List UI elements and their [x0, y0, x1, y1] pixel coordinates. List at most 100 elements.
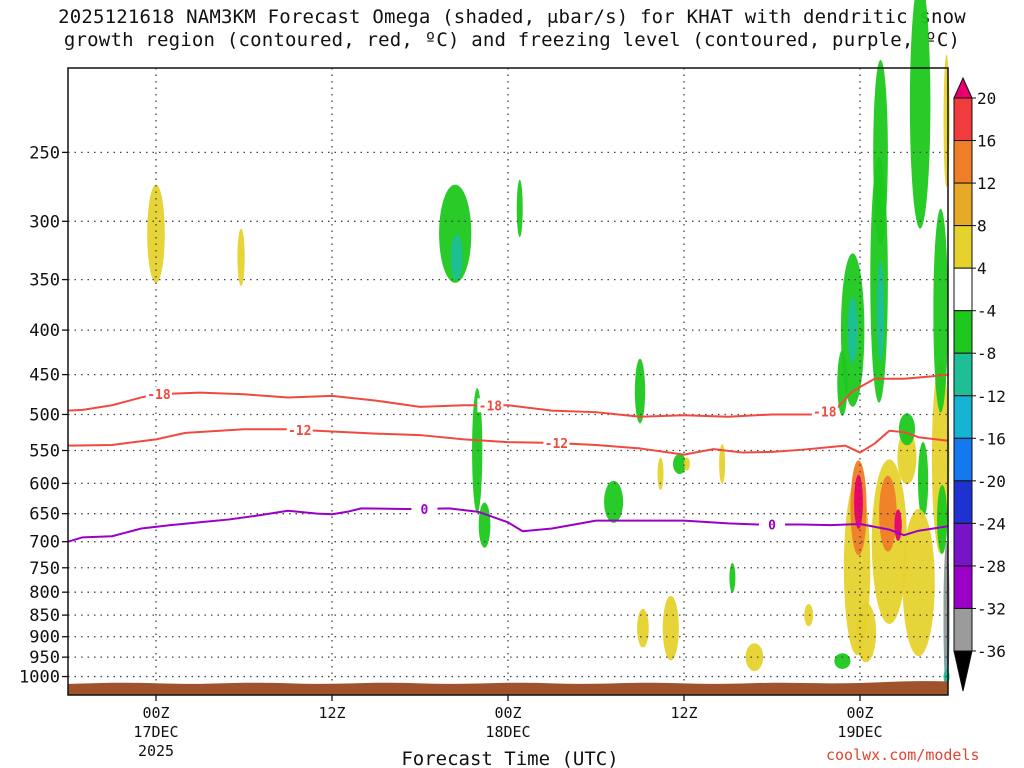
- y-tick-label: 700: [29, 533, 60, 553]
- x-tick-label: 00Z: [142, 704, 169, 722]
- omega-cell: [478, 502, 491, 548]
- contour-label-bg: [286, 422, 313, 437]
- y-tick-label: 250: [29, 143, 60, 163]
- y-tick-label: 400: [29, 321, 60, 341]
- contour-label: -12: [288, 424, 311, 439]
- contour-label: -18: [479, 399, 503, 414]
- colorbar-label: -28: [977, 557, 1006, 576]
- colorbar-label: -4: [977, 302, 996, 321]
- colorbar-segment: [953, 310, 973, 354]
- colorbar-label: 12: [977, 174, 996, 193]
- x-tick-date: 17DEC: [133, 723, 178, 741]
- colorbar-label: 4: [977, 259, 987, 278]
- omega-cell: [719, 444, 726, 484]
- contour-layer: -18 -18 -18 -12 -12 0 0: [67, 373, 949, 543]
- x-tick-label: 00Z: [494, 704, 521, 722]
- omega-cell: [637, 608, 649, 648]
- colorbar-segment: [953, 182, 973, 227]
- contour-label-bg: [759, 517, 785, 532]
- y-tick-label: 1000: [19, 668, 60, 688]
- chart-title-line2: growth region (contoured, red, ºC) and f…: [63, 29, 961, 51]
- y-tick-label: 800: [29, 583, 60, 603]
- colorbar-arrow-top: [953, 76, 973, 99]
- contour-label: -18: [147, 388, 171, 403]
- omega-cell: [472, 388, 483, 513]
- colorbar-label: 8: [977, 217, 987, 236]
- contour-line--12: [67, 428, 949, 456]
- colorbar-segment: [953, 522, 973, 567]
- colorbar-segment: [953, 225, 973, 269]
- y-tick-label: 350: [29, 271, 60, 291]
- omega-cell: [745, 643, 764, 672]
- colorbar-label: 20: [977, 89, 996, 108]
- omega-cell: [657, 457, 664, 490]
- axes-layer: 2503003504004505005506006507007508008509…: [19, 67, 949, 760]
- colorbar-segment: [953, 395, 973, 439]
- colorbar-segment: [953, 607, 973, 652]
- colorbar-segment: [953, 480, 973, 524]
- x-tick-label: 00Z: [846, 704, 873, 722]
- omega-cell: [898, 413, 916, 446]
- contour-label: -12: [545, 437, 568, 452]
- x-tick-label: 12Z: [318, 704, 345, 722]
- omega-cell: [933, 208, 949, 413]
- omega-cell: [439, 184, 472, 283]
- omega-cell: [729, 562, 736, 593]
- x-tick-date: 19DEC: [837, 723, 882, 741]
- omega-cell: [634, 358, 646, 424]
- contour-label-bg: [477, 398, 504, 413]
- omega-cell: [237, 228, 245, 287]
- colorbar: 20 16 12 8 4 -4 -8 -12 -16 -20 -24 -28 -32 -36: [953, 76, 1006, 692]
- y-tick-label: 750: [29, 559, 60, 579]
- y-tick-label: 550: [29, 442, 60, 462]
- omega-cell: [854, 474, 863, 529]
- contour-label-bg: [543, 436, 570, 451]
- ground-layer: [68, 681, 948, 695]
- omega-cell: [673, 454, 687, 474]
- contour-label-bg: [811, 404, 838, 419]
- colorbar-label: -20: [977, 472, 1006, 491]
- omega-cell: [855, 602, 877, 663]
- colorbar-segment: [953, 565, 973, 609]
- watermark: coolwx.com/models: [826, 746, 980, 764]
- omega-cell: [897, 430, 917, 485]
- colorbar-segment: [953, 437, 973, 482]
- omega-cell: [516, 179, 523, 238]
- x-axis-label: Forecast Time (UTC): [401, 748, 618, 768]
- contour-line-0: [67, 507, 949, 543]
- y-tick-label: 450: [29, 366, 60, 386]
- omega-cell: [662, 595, 679, 661]
- y-tick-label: 850: [29, 606, 60, 626]
- colorbar-segment: [953, 97, 973, 142]
- omega-cell: [804, 603, 814, 627]
- chart-title-line1: 2025121618 NAM3KM Forecast Omega (shaded…: [58, 6, 966, 28]
- colorbar-label: 16: [977, 132, 996, 151]
- contour-label: -18: [813, 405, 837, 420]
- contour-label-bg: [411, 501, 438, 516]
- colorbar-label: -8: [977, 344, 996, 363]
- x-tick-date: 18DEC: [485, 723, 530, 741]
- contour-label: 0: [420, 503, 428, 518]
- y-tick-label: 950: [29, 648, 60, 668]
- y-tick-label: 650: [29, 505, 60, 525]
- y-tick-label: 900: [29, 628, 60, 648]
- colorbar-label: -36: [977, 642, 1006, 661]
- omega-cell: [683, 457, 690, 471]
- colorbar-label: -12: [977, 387, 1006, 406]
- grid-layer: [68, 68, 948, 695]
- omega-cell: [847, 296, 858, 364]
- ground-surface: [68, 681, 948, 695]
- colorbar-label: -16: [977, 429, 1006, 448]
- omega-cell: [147, 184, 165, 283]
- omega-cell: [876, 260, 885, 361]
- colorbar-label: -32: [977, 599, 1006, 618]
- colorbar-segment: [953, 140, 973, 184]
- omega-cell: [604, 480, 624, 523]
- x-tick-label: 12Z: [670, 704, 697, 722]
- contour-label: 0: [768, 519, 776, 534]
- omega-shading-layer: [147, 0, 950, 691]
- y-tick-label: 600: [29, 474, 60, 494]
- omega-cell: [917, 441, 929, 519]
- omega-cell: [450, 234, 463, 281]
